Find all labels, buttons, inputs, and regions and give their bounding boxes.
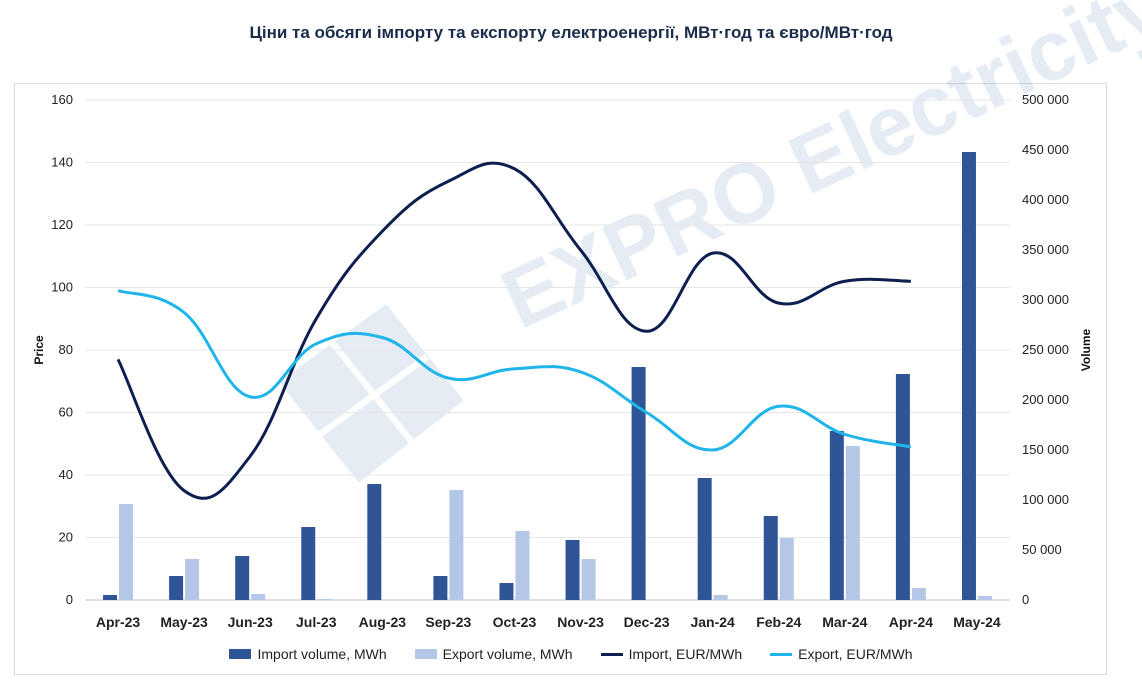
legend-item-export-price: Export, EUR/MWh [770,646,913,662]
bar-import-volume [433,576,448,600]
bar-import-volume [697,478,712,600]
y-tick-label: 140 [51,155,73,170]
x-tick-label: Dec-23 [624,614,670,630]
legend-swatch [600,652,623,656]
legend-item-export-volume: Export volume, MWh [414,646,573,662]
x-tick-label: Jan-24 [690,614,735,630]
bar-export-volume [581,559,596,600]
y-tick-label: 0 [66,592,73,607]
bar-import-volume [169,576,184,600]
y2-tick-label: 0 [1022,592,1029,607]
bar-export-volume [185,559,200,600]
bar-export-volume [449,490,464,600]
x-tick-label: Apr-24 [889,614,934,630]
bar-import-volume [961,152,976,600]
y-tick-label: 160 [51,92,73,107]
legend: Import volume, MWh Export volume, MWh Im… [0,646,1142,662]
bar-import-volume [103,595,118,600]
y2-tick-label: 300 000 [1022,292,1069,307]
y-axis-left: 0 20 40 60 80 100 120 140 160 [51,92,73,607]
y2-tick-label: 400 000 [1022,192,1069,207]
bar-export-volume [515,531,530,600]
bar-import-volume [829,431,844,600]
y-axis-right: 0 50 000 100 000 150 000 200 000 250 000 300 0… [1022,92,1069,607]
x-tick-label: Oct-23 [493,614,537,630]
y-tick-label: 60 [59,405,73,420]
x-tick-label: Jul-23 [296,614,337,630]
bar-import-volume [301,527,316,600]
legend-item-import-price: Import, EUR/MWh [600,646,743,662]
y2-tick-label: 50 000 [1022,542,1062,557]
y2-tick-label: 100 000 [1022,492,1069,507]
x-tick-label: Jun-23 [228,614,273,630]
bar-export-volume [911,588,926,600]
y-tick-label: 80 [59,342,73,357]
x-tick-label: Mar-24 [822,614,867,630]
bar-export-volume [845,446,860,600]
bar-import-volume [499,583,514,600]
y2-tick-label: 150 000 [1022,442,1069,457]
lines-group [116,161,912,500]
legend-item-import-volume: Import volume, MWh [229,646,387,662]
watermark-divider [318,354,429,437]
y2-axis-title: Volume [1079,328,1093,371]
chart-frame [14,83,1107,675]
y2-tick-label: 250 000 [1022,342,1069,357]
bar-import-volume [631,367,646,600]
bar-export-volume [251,594,266,600]
legend-label: Import volume, MWh [257,646,387,662]
bar-export-volume [317,599,332,600]
x-tick-label: Aug-23 [359,614,407,630]
bar-export-volume [977,596,992,600]
watermark-divider [329,340,414,444]
y-axis-title: Price [32,335,46,365]
y-tick-label: 40 [59,467,73,482]
y2-tick-label: 200 000 [1022,392,1069,407]
bar-export-volume [713,595,728,600]
x-tick-label: Sep-23 [425,614,471,630]
bar-import-volume [367,484,382,600]
y-tick-label: 120 [51,217,73,232]
legend-label: Export, EUR/MWh [798,646,913,662]
watermark-shape [278,304,464,483]
legend-label: Import, EUR/MWh [628,646,743,662]
legend-label: Export volume, MWh [442,646,573,662]
x-tick-label: May-24 [953,614,1001,630]
bar-export-volume [779,538,794,600]
line-import-price [116,161,911,500]
x-tick-label: Feb-24 [756,614,801,630]
legend-swatch [229,649,252,659]
x-tick-label: Nov-23 [557,614,604,630]
chart-title: Ціни та обсяги імпорту та експорту елект… [249,23,893,42]
bar-import-volume [895,374,910,600]
y2-tick-label: 450 000 [1022,142,1069,157]
legend-swatch [770,652,793,656]
x-tick-label: May-23 [160,614,208,630]
y-tick-label: 100 [51,280,73,295]
bars-group [103,152,992,600]
x-tick-label: Apr-23 [96,614,141,630]
bar-import-volume [235,556,250,600]
y2-tick-label: 500 000 [1022,92,1069,107]
bar-import-volume [763,516,778,600]
legend-swatch [414,649,437,659]
bar-export-volume [119,504,134,600]
line-export-price [117,289,912,452]
watermark-logo: EXPRO Electricity [278,0,1142,483]
bar-import-volume [565,540,580,600]
x-axis: Apr-23 May-23 Jun-23 Jul-23 Aug-23 Sep-23 Oct-… [96,614,1001,630]
y2-tick-label: 350 000 [1022,242,1069,257]
y-tick-label: 20 [59,530,73,545]
